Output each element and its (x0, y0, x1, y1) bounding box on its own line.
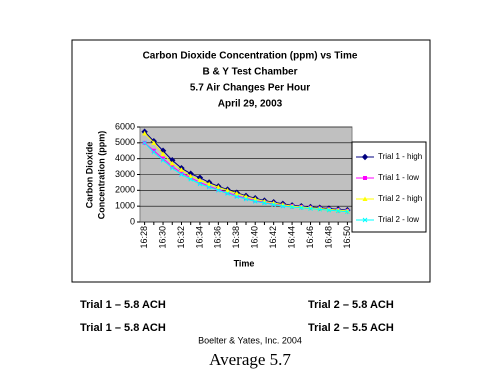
marker (271, 202, 277, 207)
note: Trial 2 – 5.8 ACH (308, 299, 394, 311)
marker (362, 217, 368, 223)
marker (308, 206, 313, 211)
x-tick-label: 16:34 (194, 226, 204, 249)
marker (215, 187, 221, 193)
marker (289, 204, 295, 210)
marker (197, 177, 203, 183)
marker (215, 184, 221, 190)
marker (170, 164, 175, 169)
x-tick-label: 16:48 (323, 226, 333, 249)
marker (216, 187, 221, 192)
legend-label: Trial 2 - high (378, 194, 422, 203)
x-axis-label: Time (234, 258, 255, 268)
y-tick-label: 4000 (115, 153, 135, 163)
marker (335, 208, 341, 214)
marker (188, 176, 194, 182)
marker (225, 190, 230, 195)
legend-label: Trial 2 - low (378, 215, 419, 224)
marker (151, 148, 156, 153)
average: Average 5.7 (209, 350, 291, 369)
y-tick-label: 6000 (115, 121, 135, 131)
marker (362, 196, 368, 201)
note: Trial 2 – 5.5 ACH (308, 322, 394, 334)
x-tick-label: 16:36 (213, 226, 223, 249)
x-tick-label: 16:28 (139, 226, 149, 249)
marker (207, 184, 212, 189)
marker (178, 167, 184, 172)
x-tick-label: 16:30 (157, 226, 167, 249)
marker (179, 172, 184, 177)
marker (280, 203, 286, 209)
marker (252, 199, 258, 204)
marker (151, 149, 157, 155)
note: Trial 1 – 5.8 ACH (80, 299, 166, 311)
y-tick-label: 0 (130, 216, 135, 226)
marker (160, 157, 166, 163)
marker (234, 194, 240, 200)
chart-title: B & Y Test Chamber (202, 67, 297, 78)
legend-label: Trial 1 - low (378, 173, 419, 182)
marker (317, 206, 323, 212)
marker (160, 151, 166, 156)
x-tick-label: 16:38 (231, 226, 241, 249)
marker (262, 200, 267, 206)
y-axis-label: Concentration (ppm) (96, 131, 106, 220)
legend-label: Trial 1 - high (378, 152, 422, 161)
marker (363, 176, 367, 180)
x-tick-label: 16:32 (176, 226, 186, 249)
marker (206, 184, 212, 190)
y-tick-label: 2000 (115, 185, 135, 195)
marker (225, 187, 231, 193)
marker (345, 209, 350, 215)
marker (161, 156, 166, 161)
chart-title: Carbon Dioxide Concentration (ppm) vs Ti… (143, 51, 358, 62)
marker (169, 160, 175, 166)
marker (234, 191, 240, 196)
x-tick-label: 16:50 (342, 226, 352, 249)
marker (197, 180, 202, 185)
chart-title: 5.7 Air Changes Per Hour (190, 83, 310, 94)
marker (142, 140, 147, 146)
y-tick-label: 5000 (115, 137, 135, 147)
marker (225, 191, 230, 196)
marker (169, 165, 175, 171)
marker (206, 181, 212, 186)
x-tick-label: 16:46 (305, 226, 315, 249)
marker (361, 153, 369, 161)
x-tick-label: 16:40 (250, 226, 260, 249)
chart-title: April 29, 2003 (218, 99, 283, 110)
marker (142, 130, 148, 136)
y-tick-label: 3000 (115, 169, 135, 179)
marker (243, 196, 249, 202)
credit: Boelter & Yates, Inc. 2004 (198, 335, 302, 345)
marker (151, 140, 157, 145)
y-axis-label: Carbon Dioxide (84, 142, 94, 209)
marker (179, 170, 184, 175)
marker (326, 207, 332, 213)
marker (234, 193, 239, 198)
note: Trial 1 – 5.8 ACH (80, 322, 166, 334)
marker (298, 205, 304, 211)
x-tick-label: 16:44 (286, 226, 296, 249)
y-tick-label: 1000 (115, 201, 135, 211)
x-tick-label: 16:42 (268, 226, 278, 249)
marker (188, 173, 194, 179)
marker (197, 181, 203, 187)
